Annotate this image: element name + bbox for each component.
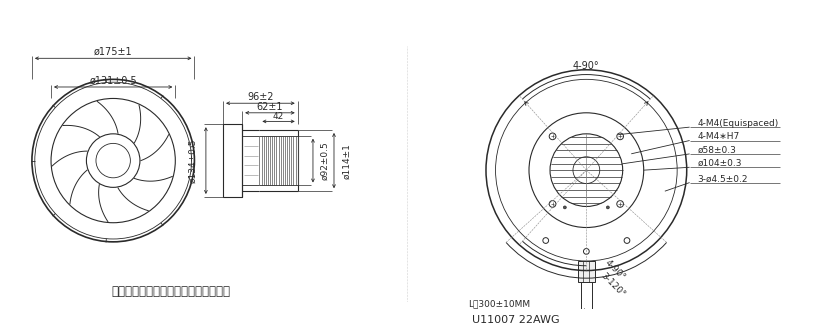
Text: ø114±1: ø114±1 <box>343 143 352 179</box>
Text: U11007 22AWG: U11007 22AWG <box>472 315 560 323</box>
Text: 3-120°: 3-120° <box>599 271 627 299</box>
Circle shape <box>606 206 609 209</box>
Bar <box>578 261 595 282</box>
Text: ø104±0.3: ø104±0.3 <box>698 159 741 168</box>
Text: 4-M4∗H7: 4-M4∗H7 <box>698 132 740 141</box>
Text: 42: 42 <box>273 112 285 121</box>
Text: ø175±1: ø175±1 <box>93 47 133 57</box>
Text: ø134±0.5: ø134±0.5 <box>188 138 197 183</box>
Text: 4-90°: 4-90° <box>603 258 627 283</box>
Text: L：300±10MM: L：300±10MM <box>468 299 530 308</box>
Text: 4-90°: 4-90° <box>573 61 600 71</box>
Circle shape <box>563 206 567 209</box>
Text: 62±1: 62±1 <box>257 102 283 112</box>
Text: 其余功能端子线根据客户功能定制配置: 其余功能端子线根据客户功能定制配置 <box>111 285 230 298</box>
Text: ø58±0.3: ø58±0.3 <box>698 146 736 155</box>
Text: 4-M4(Equispaced): 4-M4(Equispaced) <box>698 119 779 128</box>
Bar <box>223 124 242 197</box>
Text: 3-ø4.5±0.2: 3-ø4.5±0.2 <box>698 174 748 183</box>
Text: ø131±0.5: ø131±0.5 <box>89 75 137 85</box>
Text: 96±2: 96±2 <box>247 91 274 101</box>
Text: ø92±0.5: ø92±0.5 <box>321 141 330 180</box>
